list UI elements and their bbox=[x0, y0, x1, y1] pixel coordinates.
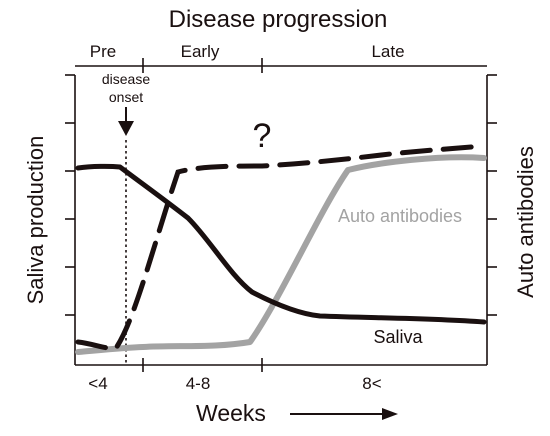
y-left-axis-label: Saliva production bbox=[23, 136, 48, 305]
week-label-lt4: <4 bbox=[88, 374, 107, 393]
stage-label-early: Early bbox=[181, 42, 220, 61]
y-right-axis-label: Auto antibodies bbox=[513, 146, 538, 298]
saliva-curve bbox=[75, 163, 487, 325]
series-label-saliva: Saliva bbox=[373, 327, 423, 347]
stage-label-late: Late bbox=[371, 42, 404, 61]
auto-antibodies-curve bbox=[75, 154, 487, 355]
week-label-8plus: 8< bbox=[362, 374, 381, 393]
series-label-auto-antibodies: Auto antibodies bbox=[338, 206, 462, 226]
week-label-4-8: 4-8 bbox=[186, 374, 211, 393]
onset-arrowhead bbox=[118, 121, 134, 136]
weeks-arrowhead bbox=[382, 408, 398, 420]
question-mark: ? bbox=[253, 117, 272, 155]
x-axis-label: Weeks bbox=[196, 400, 266, 426]
stage-label-pre: Pre bbox=[90, 42, 116, 61]
onset-label-line2: onset bbox=[109, 89, 143, 105]
diagram-title: Disease progression bbox=[169, 6, 388, 33]
left-axis-ticks bbox=[65, 74, 75, 316]
dashed-antibodies-curve bbox=[75, 143, 487, 351]
onset-label-line1: disease bbox=[102, 71, 150, 87]
right-axis-ticks bbox=[487, 74, 497, 316]
